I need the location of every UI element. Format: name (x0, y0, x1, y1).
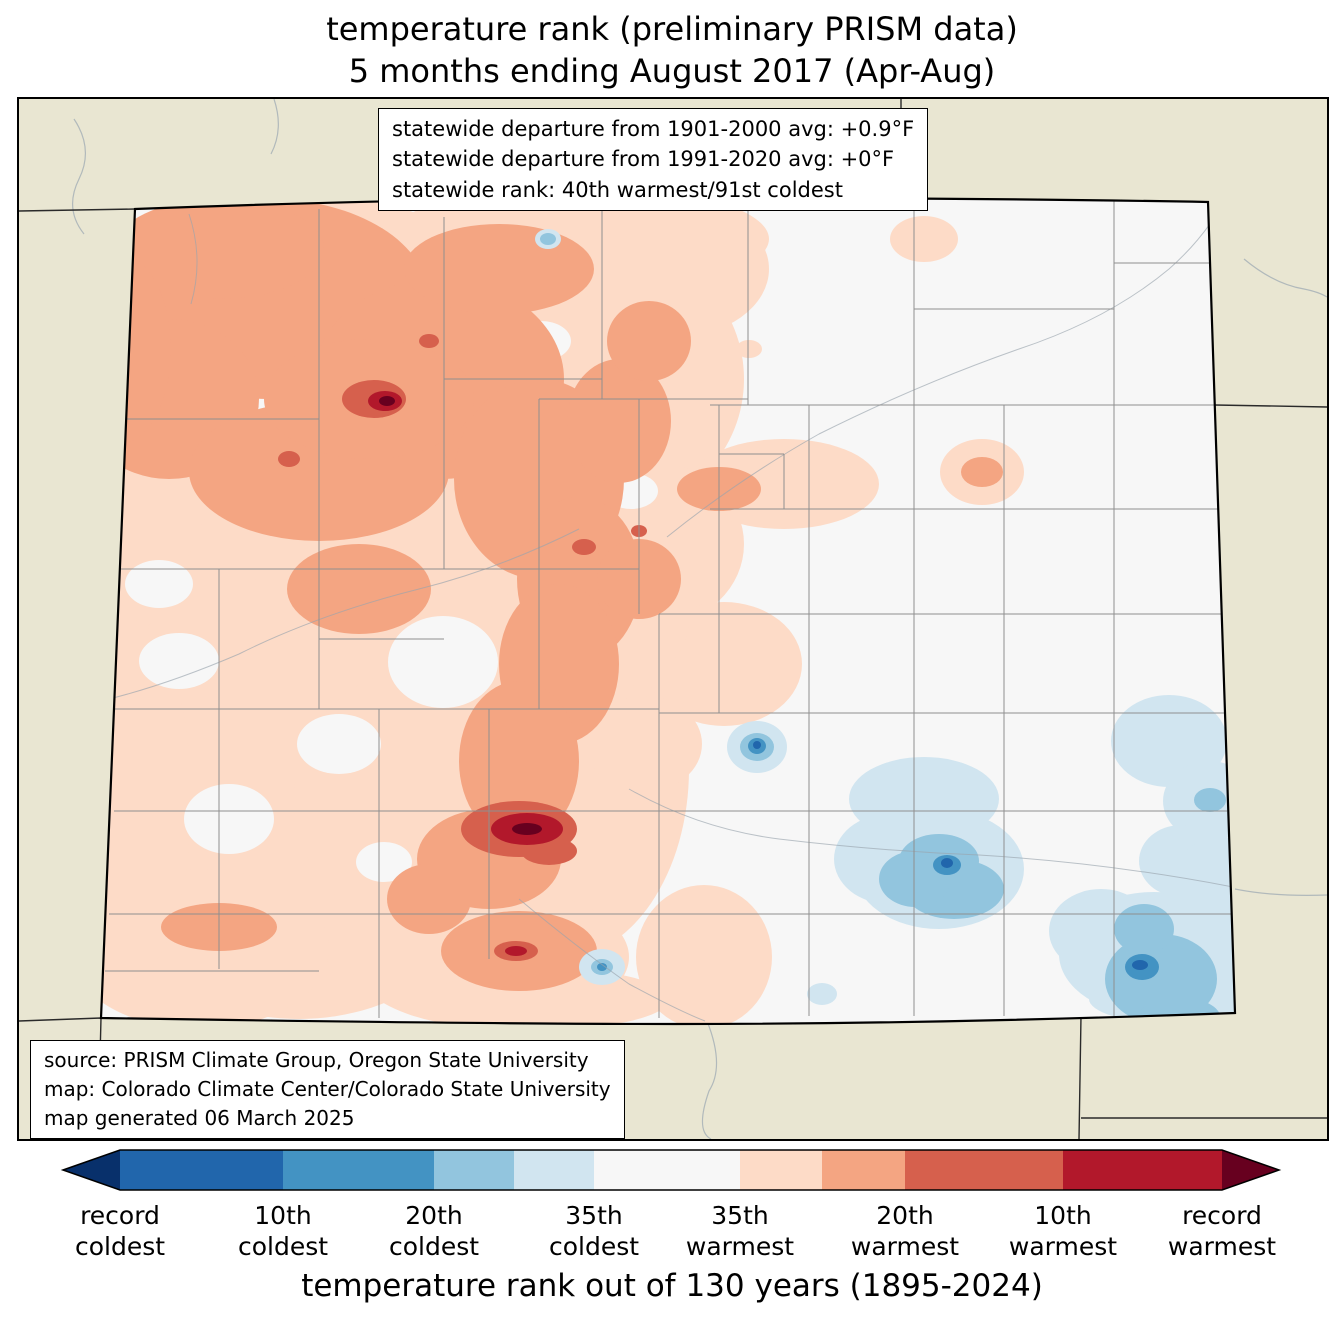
tick-20th-coldest: 20th coldest (388, 1201, 480, 1262)
region-warm-record (379, 396, 542, 835)
tick-10th-coldest: 10th coldest (237, 1201, 329, 1262)
map-credit-line: map: Colorado Climate Center/Colorado St… (44, 1077, 611, 1101)
stats-line-1991-2020: statewide departure from 1991-2020 avg: … (392, 147, 895, 172)
colorbar-segment-1 (120, 1150, 283, 1190)
colorado-map (19, 99, 1327, 1139)
figure-title-line1: temperature rank (preliminary PRISM data… (326, 10, 1018, 48)
stats-line-1901-2000: statewide departure from 1901-2000 avg: … (392, 117, 915, 141)
colorbar-segment-5 (594, 1150, 740, 1190)
river-lines-outside (72, 99, 1327, 1139)
figure-title-line2: 5 months ending August 2017 (Apr-Aug) (348, 52, 996, 90)
map-frame (17, 97, 1329, 1141)
colorbar-segment-8 (905, 1150, 1063, 1190)
colorbar-right-arrow (1222, 1150, 1279, 1190)
tick-10th-warmest: 10th warmest (1008, 1201, 1118, 1262)
statewide-stats-box: statewide departure from 1901-2000 avg: … (378, 108, 929, 212)
generated-date-line: map generated 06 March 2025 (44, 1106, 355, 1130)
tick-record-warmest: record warmest (1167, 1201, 1277, 1262)
colorbar-segment-3 (434, 1150, 514, 1190)
colorbar-segment-9 (1063, 1150, 1222, 1190)
tick-35th-coldest: 35th coldest (548, 1201, 640, 1262)
region-cool-dark (753, 741, 1148, 970)
stats-line-rank: statewide rank: 40th warmest/91st coldes… (392, 177, 843, 202)
source-credit-box: source: PRISM Climate Group, Oregon Stat… (30, 1040, 625, 1139)
colorbar-segment-2 (283, 1150, 434, 1190)
colorbar-segment-6 (740, 1150, 822, 1190)
tick-20th-warmest: 20th warmest (850, 1201, 960, 1262)
tick-35th-warmest: 35th warmest (685, 1201, 795, 1262)
colorbar-segment-7 (822, 1150, 905, 1190)
colorbar-segment-4 (514, 1150, 594, 1190)
colorbar-left-arrow (63, 1150, 120, 1190)
colorbar-tick-labels: record coldest 10th coldest 20th coldest 35… (0, 1200, 1344, 1264)
source-line: source: PRISM Climate Group, Oregon Stat… (44, 1048, 589, 1072)
colorbar-outline (60, 1149, 1282, 1191)
colorbar-axis-label: temperature rank out of 130 years (1895-… (301, 1268, 1043, 1304)
river-lines-inside (108, 213, 1234, 1022)
county-borders (101, 201, 1231, 1018)
figure-title: temperature rank (preliminary PRISM data… (0, 8, 1344, 92)
tick-record-coldest: record coldest (74, 1201, 166, 1262)
colorbar (60, 1149, 1282, 1191)
